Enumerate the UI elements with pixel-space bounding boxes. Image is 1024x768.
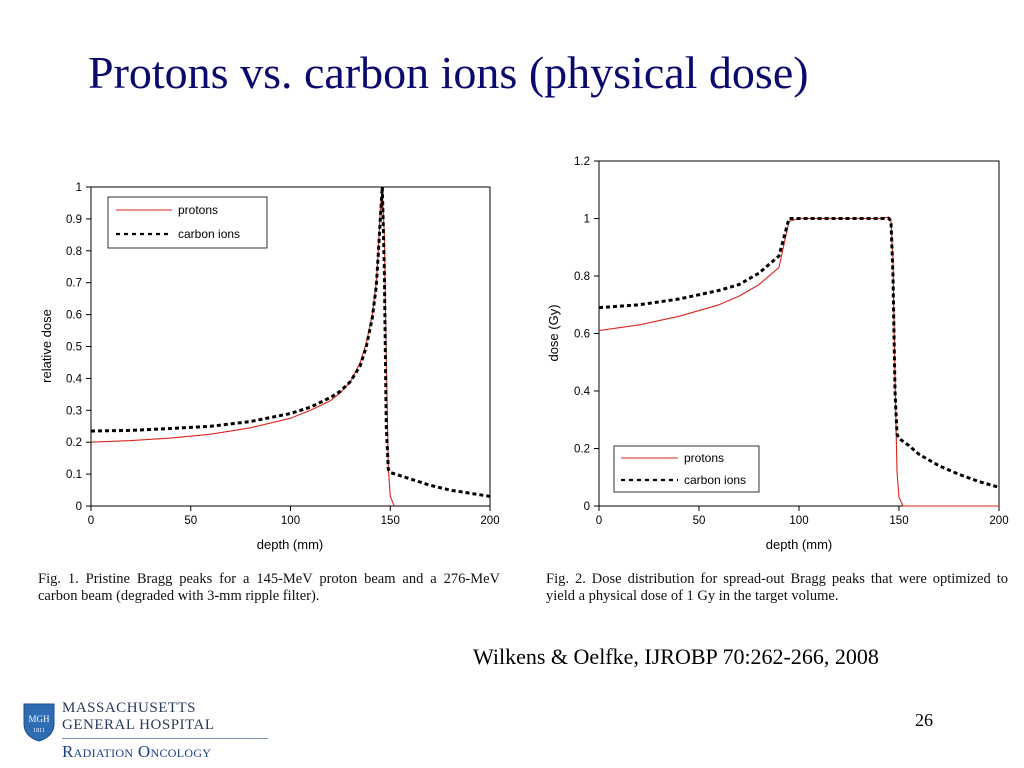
chart-pristine-bragg-peaks: 0 50 100 150 200 0 0.1 0.2 0.3 0.4 0.5 0.6 0.7 0.8 0.9… [39,182,500,552]
legend-label-carbon-ions: carbon ions [684,473,746,487]
legend: protons carbon ions [613,445,760,493]
page-number: 26 [915,710,933,730]
x-tick-label: 0 [596,515,602,527]
x-axis-label: depth (mm) [766,537,832,552]
x-tick-label: 200 [480,515,499,527]
legend-box [613,445,760,493]
shield-text: MGH [28,714,50,724]
y-tick-label: 0.8 [66,246,82,258]
y-tick-label: 0.9 [66,214,82,226]
x-tick-label: 0 [88,515,94,527]
mgh-logo: MGH 1811 MASSACHUSETTS GENERAL HOSPITAL … [20,698,280,768]
y-tick-label: 0.1 [66,469,82,481]
y-tick-label: 0.2 [574,444,590,456]
y-tick-label: 0.5 [66,342,82,354]
citation: Wilkens & Oelfke, IJROBP 70:262-266, 200… [473,644,879,669]
x-tick-label: 150 [381,515,400,527]
series-line-carbon-ions [90,185,491,498]
figure-1-caption: Fig. 1. Pristine Bragg peaks for a 145-M… [38,571,500,604]
legend-label-protons: protons [684,451,724,465]
y-tick-label: 0.6 [66,310,82,322]
series-line-protons [598,216,999,507]
y-tick-label: 0.8 [574,271,590,283]
legend: protons carbon ions [107,196,268,249]
y-tick-label: 0.4 [574,386,591,398]
x-tick-label: 50 [693,515,706,527]
legend-label-carbon-ions: carbon ions [178,227,240,241]
y-tick-label: 0.7 [66,278,82,290]
x-tick-label: 150 [889,515,908,527]
y-tick-label: 0.6 [574,329,590,341]
y-tick-label: 0 [584,501,590,513]
y-axis-label: relative dose [39,309,54,383]
slide-title: Protons vs. carbon ions (physical dose) [88,47,809,98]
logo-text-line1: MASSACHUSETTS [62,700,197,716]
y-tick-label: 0.3 [66,405,82,417]
figure-2-caption: Fig. 2. Dose distribution for spread-out… [546,571,1008,604]
y-tick-label: 0 [76,501,82,513]
legend-label-protons: protons [178,203,218,217]
logo-divider [62,738,268,739]
x-tick-label: 100 [281,515,300,527]
y-tick-label: 0.2 [66,437,82,449]
y-tick-label: 0.4 [66,373,83,385]
logo-text-line2: GENERAL HOSPITAL [62,717,215,733]
series-line-carbon-ions [598,217,1000,489]
x-tick-label: 100 [789,515,808,527]
chart-spread-out-bragg-peaks: 0 50 100 150 200 0 0.2 0.4 0.6 0.8 1 1.2 protons ca… [546,156,1009,552]
y-axis-label: dose (Gy) [546,304,561,361]
shield-year: 1811 [33,728,45,734]
legend-box [107,196,268,249]
y-tick-label: 1.2 [574,156,590,168]
logo-department: Radiation Oncology [62,742,212,761]
mgh-shield-icon: MGH 1811 [23,703,55,742]
x-tick-label: 200 [989,515,1008,527]
y-tick-label: 1 [76,182,82,194]
y-tick-label: 1 [584,214,590,226]
x-tick-label: 50 [184,515,197,527]
x-axis-label: depth (mm) [257,537,323,552]
